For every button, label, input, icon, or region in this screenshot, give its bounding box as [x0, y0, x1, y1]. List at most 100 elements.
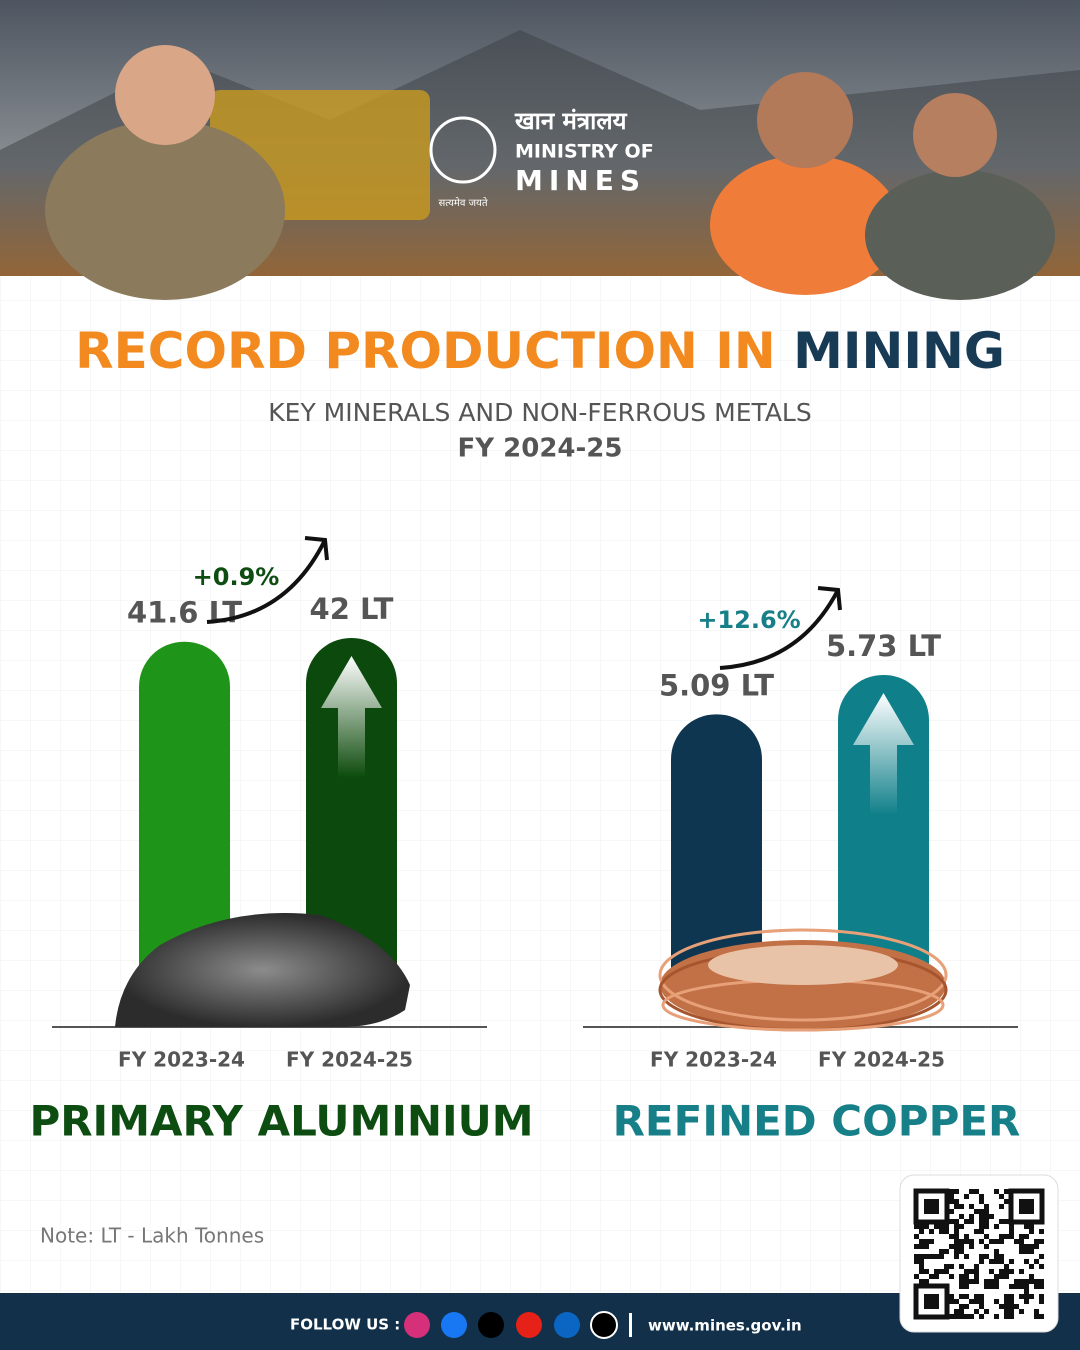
qr-module	[979, 1194, 984, 1199]
qr-module	[954, 1314, 959, 1319]
qr-module	[1019, 1234, 1024, 1239]
qr-module	[984, 1209, 989, 1214]
qr-module	[1034, 1259, 1039, 1264]
qr-module	[954, 1254, 959, 1259]
qr-module	[964, 1304, 969, 1309]
qr-module	[984, 1224, 989, 1229]
qr-module	[969, 1189, 974, 1194]
x-icon[interactable]	[478, 1312, 504, 1338]
qr-module	[949, 1244, 954, 1249]
qr-module	[999, 1259, 1004, 1264]
qr-module	[989, 1269, 994, 1274]
qr-module	[959, 1239, 964, 1244]
qr-module	[949, 1314, 954, 1319]
qr-module	[1004, 1199, 1009, 1204]
qr-module	[949, 1299, 954, 1304]
qr-module	[994, 1314, 999, 1319]
qr-module	[959, 1284, 964, 1289]
qr-module	[974, 1189, 979, 1194]
qr-module	[944, 1249, 949, 1254]
qr-finder	[924, 1199, 939, 1214]
qr-module	[999, 1304, 1004, 1309]
qr-module	[994, 1299, 999, 1304]
qr-module	[944, 1269, 949, 1274]
qr-module	[969, 1204, 974, 1209]
qr-module	[954, 1224, 959, 1229]
chart-title: REFINED COPPER	[613, 1097, 1021, 1146]
qr-module	[989, 1284, 994, 1289]
qr-module	[914, 1244, 919, 1249]
qr-module	[979, 1209, 984, 1214]
qr-module	[974, 1274, 979, 1279]
bar	[306, 638, 397, 972]
ministry-line2: MINES	[515, 164, 646, 197]
qr-module	[1029, 1244, 1034, 1249]
qr-module	[969, 1244, 974, 1249]
emblem	[429, 116, 497, 184]
qr-module	[1019, 1249, 1024, 1254]
qr-module	[964, 1279, 969, 1284]
qr-module	[1009, 1234, 1014, 1239]
qr-module	[964, 1194, 969, 1199]
qr-module	[1009, 1284, 1014, 1289]
qr-module	[914, 1224, 919, 1229]
linkedin-icon[interactable]	[554, 1312, 580, 1338]
qr-module	[1039, 1229, 1044, 1234]
qr-module	[994, 1259, 999, 1264]
change-arrow	[206, 539, 327, 624]
qr-module	[939, 1224, 944, 1229]
qr-module	[1039, 1254, 1044, 1259]
qr-module	[954, 1244, 959, 1249]
qr-finder	[1008, 1188, 1045, 1225]
qr-module	[919, 1264, 924, 1269]
growth-arrow	[853, 693, 914, 815]
qr-module	[1014, 1284, 1019, 1289]
qr-module	[1009, 1224, 1014, 1229]
qr-module	[934, 1269, 939, 1274]
value-label: 42 LT	[310, 592, 394, 626]
qr-module	[999, 1254, 1004, 1259]
qr-module	[979, 1219, 984, 1224]
qr-module	[994, 1249, 999, 1254]
person-middle-head	[757, 72, 853, 168]
qr-module	[1029, 1274, 1034, 1279]
qr-module	[919, 1269, 924, 1274]
qr-module	[964, 1234, 969, 1239]
qr-module	[949, 1274, 954, 1279]
qr-module	[969, 1279, 974, 1284]
qr-module	[1024, 1244, 1029, 1249]
period: FY 2024-25	[458, 434, 623, 464]
qr-code[interactable]	[913, 1188, 1045, 1320]
qr-module	[1014, 1239, 1019, 1244]
qr-module	[1014, 1279, 1019, 1284]
qr-module	[1034, 1239, 1039, 1244]
qr-module	[964, 1274, 969, 1279]
qr-module	[959, 1249, 964, 1254]
facebook-icon[interactable]	[441, 1312, 467, 1338]
website[interactable]: www.mines.gov.in	[648, 1317, 802, 1335]
qr-module	[984, 1279, 989, 1284]
threads-icon[interactable]	[590, 1311, 618, 1339]
qr-module	[914, 1234, 919, 1239]
qr-module	[1004, 1314, 1009, 1319]
youtube-icon[interactable]	[516, 1312, 542, 1338]
instagram-icon[interactable]	[404, 1312, 430, 1338]
qr-module	[964, 1219, 969, 1224]
qr-module	[1019, 1239, 1024, 1244]
qr-module	[1004, 1309, 1009, 1314]
qr-module	[924, 1244, 929, 1249]
qr-module	[1024, 1224, 1029, 1229]
qr-module	[939, 1269, 944, 1274]
qr-module	[939, 1254, 944, 1259]
qr-module	[979, 1294, 984, 1299]
qr-module	[959, 1279, 964, 1284]
qr-module	[964, 1239, 969, 1244]
qr-module	[1024, 1259, 1029, 1264]
qr-module	[989, 1214, 994, 1219]
qr-module	[964, 1269, 969, 1274]
qr-module	[959, 1264, 964, 1269]
qr-module	[984, 1244, 989, 1249]
chart-title: PRIMARY ALUMINIUM	[29, 1097, 533, 1146]
x-tick-label: FY 2023-24	[650, 1048, 777, 1072]
